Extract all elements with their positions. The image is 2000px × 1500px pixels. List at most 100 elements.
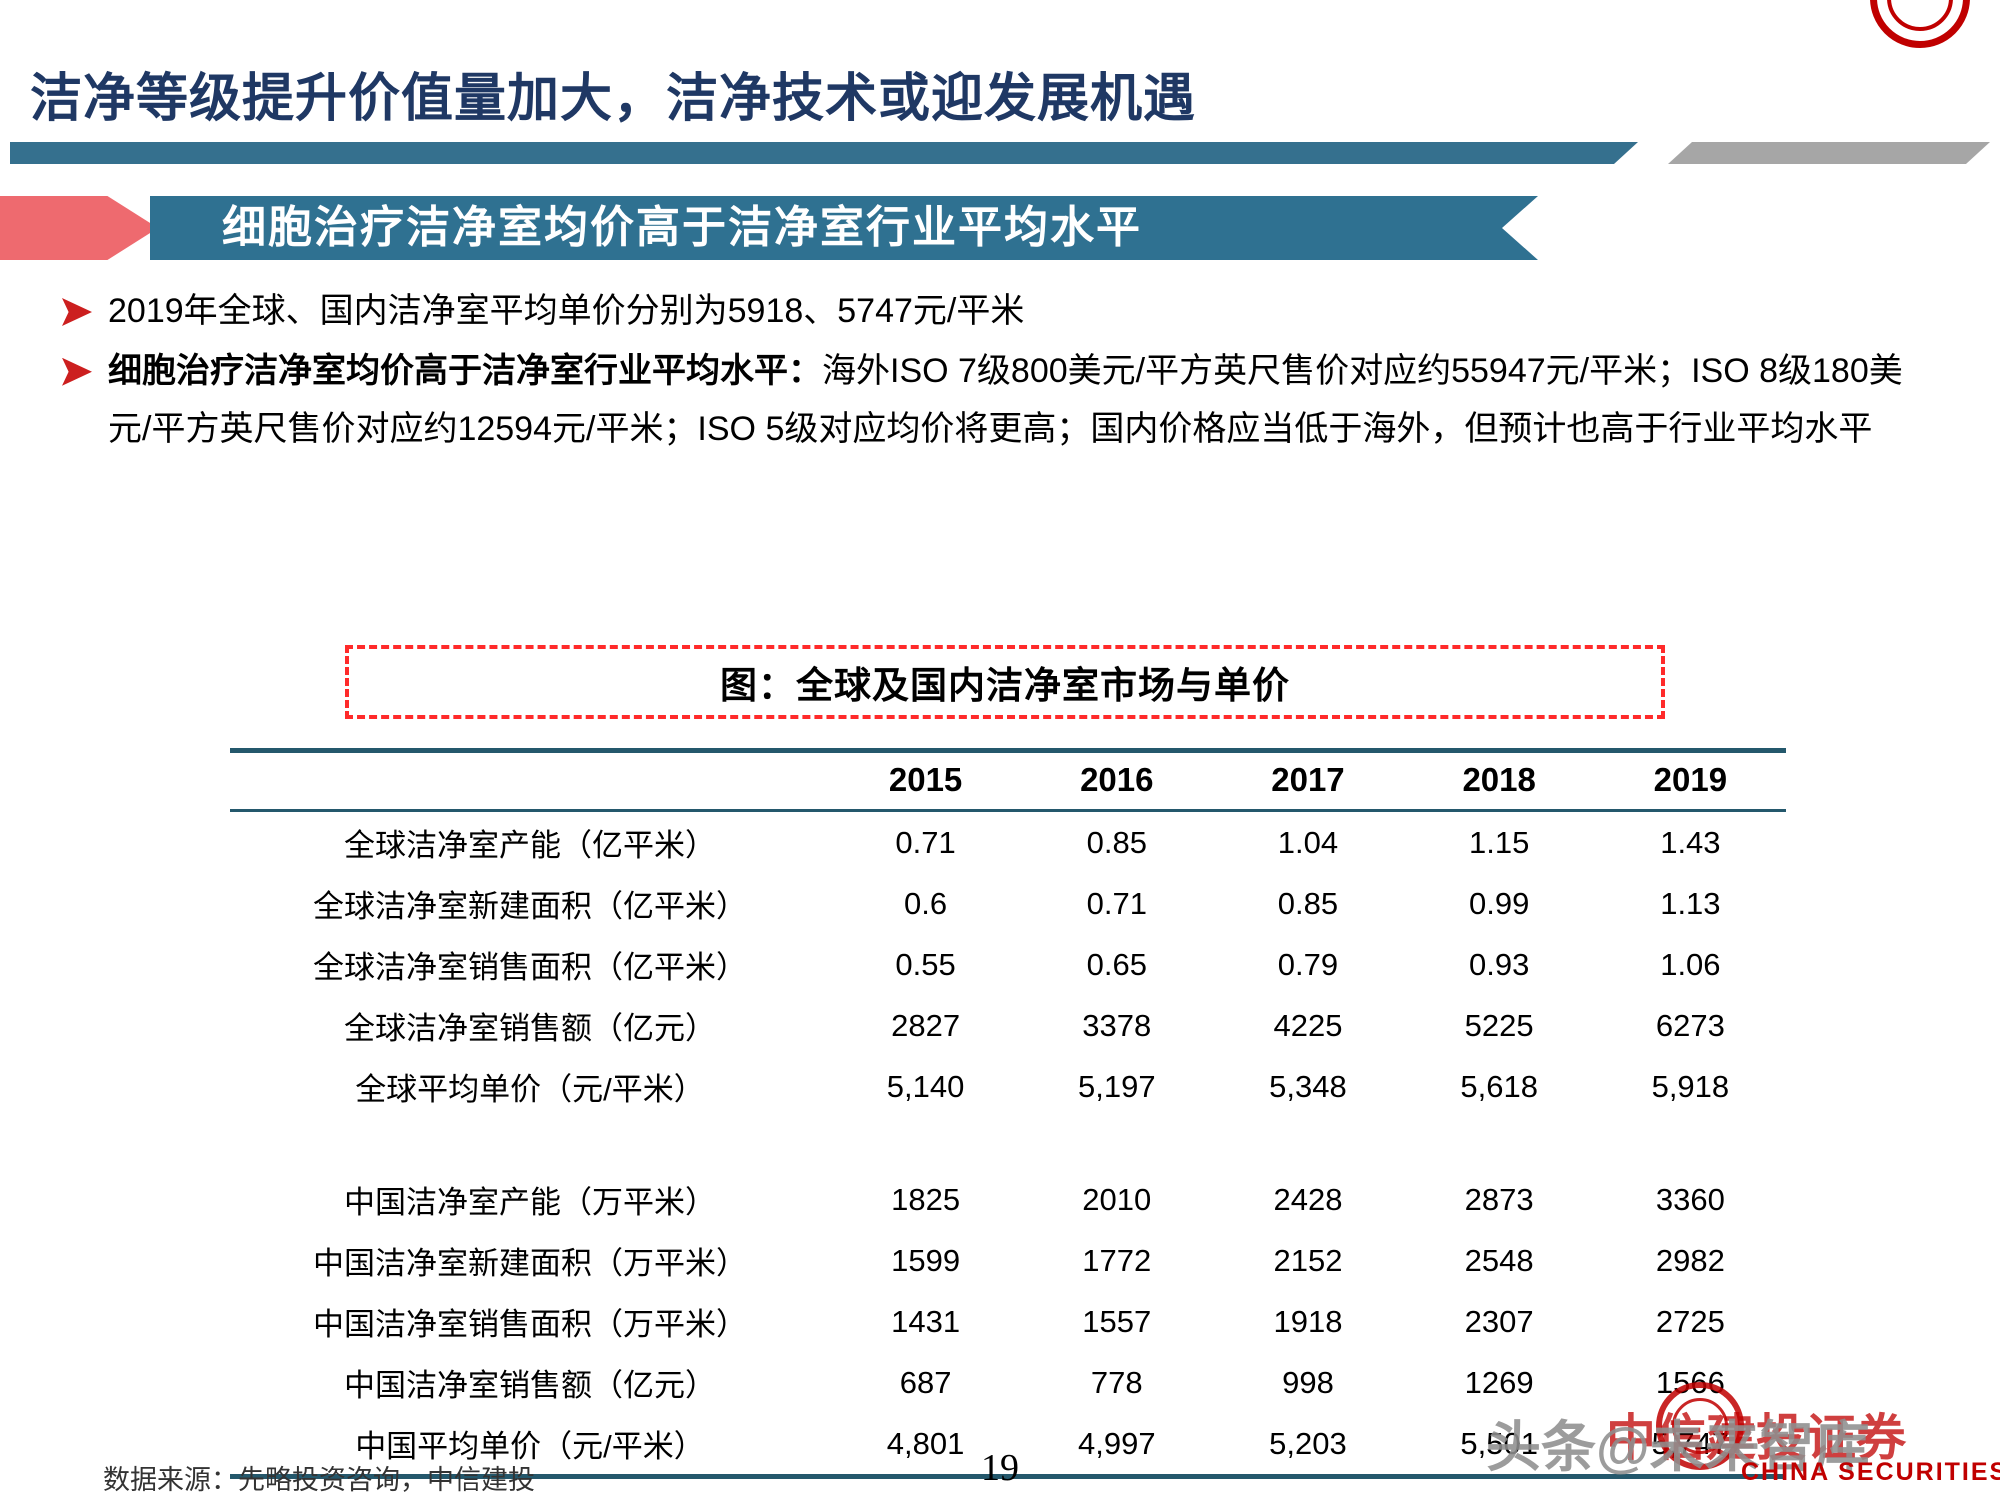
table-header: 2015 2016 2017 2018 2019 <box>230 751 1786 811</box>
cell-value: 5,348 <box>1269 1068 1347 1104</box>
cell-value: 2827 <box>891 1007 961 1043</box>
cell-value: 1825 <box>891 1181 961 1217</box>
cell-value: 3360 <box>1655 1181 1725 1217</box>
cell-value: 1.04 <box>1277 824 1339 860</box>
cell-value: 2548 <box>1464 1242 1534 1278</box>
row-label: 中国洁净室销售额（亿元） <box>344 1368 716 1403</box>
page-title: 洁净等级提升价值量加大，洁净技术或迎发展机遇 <box>30 70 1197 128</box>
cell-value: 5,203 <box>1269 1425 1347 1461</box>
cell-value: 1269 <box>1464 1364 1534 1400</box>
cell-value: 1772 <box>1082 1242 1152 1278</box>
cell-value: 687 <box>899 1364 952 1400</box>
cell-value: 5,197 <box>1077 1068 1156 1104</box>
china-securities-corner-seal-icon <box>1870 0 1970 48</box>
cell-value: 5,618 <box>1460 1068 1538 1104</box>
table-header-row: 2015 2016 2017 2018 2019 <box>230 751 1786 811</box>
row-label: 中国平均单价（元/平米） <box>355 1429 705 1464</box>
cell-value: 2725 <box>1655 1303 1725 1339</box>
page-number: 19 <box>981 1447 1019 1489</box>
column-header-year: 2018 <box>1462 761 1536 798</box>
cell-value: 2010 <box>1082 1181 1152 1217</box>
cell-value: 0.6 <box>904 885 948 921</box>
bullet-item: 细胞治疗洁净室均价高于洁净室行业平均水平：海外ISO 7级800美元/平方英尺售… <box>62 343 1944 459</box>
bullet-arrow-icon <box>62 357 92 386</box>
cell-value: 3378 <box>1082 1007 1152 1043</box>
cell-value: 4,997 <box>1077 1425 1156 1461</box>
cell-value: 0.71 <box>1086 885 1147 921</box>
column-header-empty <box>230 751 830 811</box>
column-header-year: 2019 <box>1653 761 1728 798</box>
chart-title-box: 图：全球及国内洁净室市场与单价 <box>345 645 1665 719</box>
china-securities-seal-icon <box>1656 1382 1744 1470</box>
cell-value: 778 <box>1090 1364 1143 1400</box>
cell-value: 1918 <box>1273 1303 1343 1339</box>
cell-value: 0.93 <box>1468 946 1530 982</box>
data-source-note: 数据来源：先略投资咨询，中信建投 <box>103 1465 535 1495</box>
cell-value: 0.65 <box>1086 946 1147 982</box>
cell-value: 1557 <box>1082 1303 1152 1339</box>
cell-value: 998 <box>1282 1364 1334 1400</box>
cell-value: 1.13 <box>1660 885 1721 921</box>
row-label: 中国洁净室新建面积（万平米） <box>313 1246 747 1281</box>
cell-value: 4,801 <box>886 1425 965 1461</box>
row-label: 全球平均单价（元/平米） <box>355 1072 705 1107</box>
bullet-text-rest: 海外ISO 7级800美元/平方英尺售价对应约55947元/平米；ISO 8级1… <box>108 351 1903 448</box>
row-label: 中国洁净室产能（万平米） <box>344 1185 716 1220</box>
table-body: 全球洁净室产能（亿平米） 0.71 0.85 1.04 1.15 1.43 全球洁净室新建面… <box>230 811 1786 1477</box>
brand-name-en: CHINA SECURITIES <box>1741 1458 2000 1486</box>
table-spacer-row <box>230 1117 1786 1169</box>
column-header-year: 2015 <box>888 761 963 798</box>
row-label: 全球洁净室产能（亿平米） <box>344 828 716 863</box>
cell-value: 5,501 <box>1460 1425 1538 1461</box>
bullet-list: 2019年全球、国内洁净室平均单价分别为5918、5747元/平米 细胞治疗洁净… <box>62 283 1944 458</box>
cell-value: 2873 <box>1464 1181 1534 1217</box>
cell-value: 1599 <box>891 1242 961 1278</box>
cell-value: 0.79 <box>1277 946 1339 982</box>
table-row: 中国洁净室产能（万平米） 1825 2010 2428 2873 3360 <box>230 1169 1786 1230</box>
bullet-arrow-icon <box>62 298 92 326</box>
bullet-text: 2019年全球、国内洁净室平均单价分别为5918、5747元/平米 <box>108 292 1025 330</box>
cell-value: 4225 <box>1273 1007 1343 1043</box>
data-table: 2015 2016 2017 2018 2019 全球洁净室产能（亿平米） 0.71 0.8… <box>230 748 1786 1479</box>
row-label: 全球洁净室销售面积（亿平米） <box>313 950 747 985</box>
table-row: 全球洁净室销售面积（亿平米） 0.55 0.65 0.79 0.93 1.06 <box>230 934 1786 995</box>
table-row: 中国洁净室新建面积（万平米） 1599 1772 2152 2548 2982 <box>230 1230 1786 1291</box>
cell-value: 1.43 <box>1660 824 1721 860</box>
table-row: 全球洁净室销售额（亿元） 2827 3378 4225 5225 6273 <box>230 995 1786 1056</box>
table-row: 全球洁净室新建面积（亿平米） 0.6 0.71 0.85 0.99 1.13 <box>230 873 1786 934</box>
cell-value: 0.71 <box>895 824 956 860</box>
section-banner: 细胞治疗洁净室均价高于洁净室行业平均水平 <box>150 196 1538 260</box>
cell-value: 5,918 <box>1651 1068 1730 1104</box>
cell-value: 2428 <box>1273 1181 1343 1217</box>
table-row: 全球洁净室产能（亿平米） 0.71 0.85 1.04 1.15 1.43 <box>230 811 1786 874</box>
title-underline-bar-tail <box>1668 142 1990 164</box>
watermark: 中信建投证券 头条@未来智库 CHINA SECURITIES <box>1486 1382 2000 1500</box>
cell-value: 0.85 <box>1086 824 1147 860</box>
cell-value: 6273 <box>1655 1007 1725 1043</box>
bullet-text-lead: 细胞治疗洁净室均价高于洁净室行业平均水平： <box>108 351 822 390</box>
column-header-year: 2017 <box>1271 761 1345 798</box>
cell-value: 2152 <box>1273 1242 1343 1278</box>
cell-value: 0.85 <box>1277 885 1339 921</box>
chart-title: 图：全球及国内洁净室市场与单价 <box>720 665 1290 706</box>
bullet-item: 2019年全球、国内洁净室平均单价分别为5918、5747元/平米 <box>62 283 1944 341</box>
row-label: 全球洁净室销售额（亿元） <box>344 1011 716 1046</box>
cell-value: 1.06 <box>1660 946 1721 982</box>
table-row: 中国洁净室销售面积（万平米） 1431 1557 1918 2307 2725 <box>230 1291 1786 1352</box>
cell-value: 0.55 <box>895 946 956 982</box>
cell-value: 5225 <box>1464 1007 1534 1043</box>
cell-value: 5,140 <box>886 1068 965 1104</box>
cell-value: 1431 <box>891 1303 961 1339</box>
row-label: 中国洁净室销售面积（万平米） <box>313 1307 747 1342</box>
cell-value: 0.99 <box>1468 885 1530 921</box>
banner-arrow-icon <box>0 196 158 260</box>
cell-value: 1.15 <box>1468 824 1530 860</box>
cell-value: 2982 <box>1655 1242 1725 1278</box>
watermark-overlay-text: 头条@未来智库 <box>1486 1416 1870 1478</box>
cell-value: 2307 <box>1464 1303 1534 1339</box>
table-row: 全球平均单价（元/平米） 5,140 5,197 5,348 5,618 5,918 <box>230 1056 1786 1117</box>
column-header-year: 2016 <box>1080 761 1154 798</box>
bullet-text: 细胞治疗洁净室均价高于洁净室行业平均水平：海外ISO 7级800美元/平方英尺售… <box>108 343 1944 459</box>
title-underline-bar <box>10 142 1638 164</box>
